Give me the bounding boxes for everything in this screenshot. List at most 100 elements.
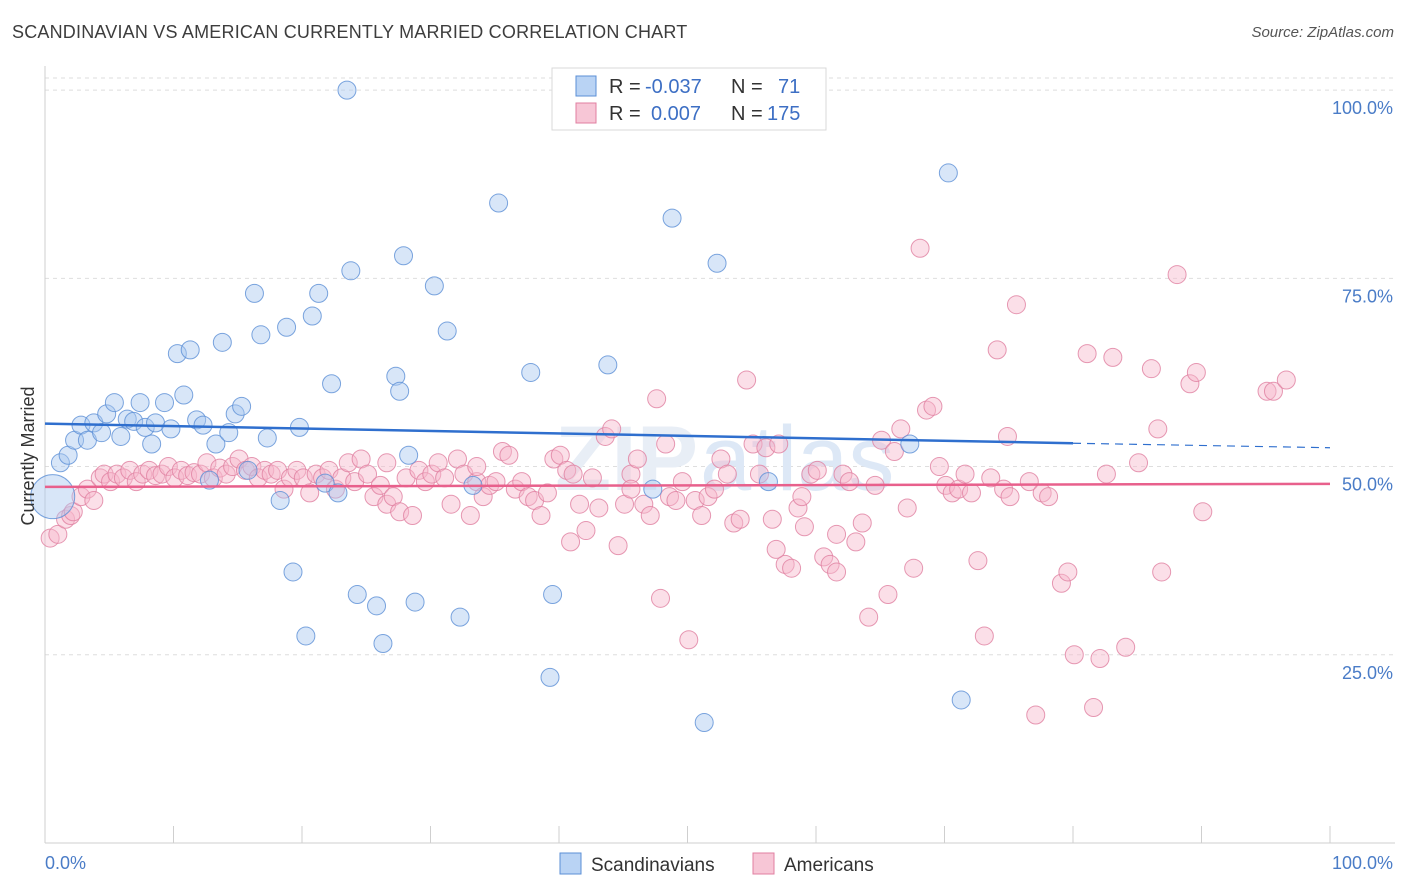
- scandinavians-point-54: [424, 276, 444, 296]
- americans-point-147: [981, 468, 1001, 488]
- scandinavians-point-6: [84, 413, 104, 433]
- americans-point-28: [216, 464, 236, 484]
- scandinavians-point-42: [322, 374, 342, 394]
- legend-swatch-americans: [752, 852, 775, 875]
- americans-point-162: [1096, 464, 1116, 484]
- scandinavians-point-20: [174, 385, 194, 405]
- trend-americans: [44, 482, 1331, 489]
- americans-point-96: [651, 588, 671, 608]
- stats-swatch-scandinavians: [575, 75, 597, 97]
- scandinavians-point-34: [270, 490, 290, 510]
- americans-point-18: [152, 464, 172, 484]
- americans-point-92: [627, 449, 647, 469]
- americans-point-125: [833, 464, 853, 484]
- scandinavians-point-51: [394, 246, 414, 266]
- scandinavians-point-7: [92, 423, 112, 443]
- scandinavians-point-53: [405, 592, 425, 612]
- americans-point-170: [1180, 374, 1200, 394]
- americans-point-136: [904, 558, 924, 578]
- stats-n-label-scandinavians: N =: [731, 76, 763, 98]
- americans-point-103: [692, 505, 712, 525]
- americans-point-97: [656, 434, 676, 454]
- americans-point-155: [1039, 487, 1059, 507]
- scandinavians-point-23: [193, 415, 213, 435]
- scandinavians-point-17: [155, 393, 175, 413]
- americans-point-113: [756, 438, 776, 458]
- americans-point-164: [1116, 637, 1136, 657]
- americans-point-37: [274, 479, 294, 499]
- scandinavians-point-68: [938, 163, 958, 183]
- americans-point-87: [595, 426, 615, 446]
- americans-point-148: [987, 340, 1007, 360]
- americans-point-175: [1276, 370, 1296, 390]
- americans-point-124: [827, 562, 847, 582]
- scandinavians-point-19: [167, 344, 187, 364]
- americans-point-128: [852, 513, 872, 533]
- americans-point-176: [929, 457, 949, 477]
- scandinavians-point-38: [296, 626, 316, 646]
- stats-r-americans: 0.007: [651, 103, 701, 125]
- americans-point-168: [1152, 562, 1172, 582]
- americans-point-121: [807, 460, 827, 480]
- americans-point-120: [801, 464, 821, 484]
- scandinavians-point-58: [489, 193, 509, 213]
- americans-point-110: [737, 370, 757, 390]
- scandinavians-point-49: [386, 366, 406, 386]
- scandinavians-point-14: [135, 417, 155, 437]
- scandinavians-point-13: [130, 393, 150, 413]
- scandinavians-point-50: [390, 381, 410, 401]
- americans-point-7: [84, 490, 104, 510]
- americans-point-63: [441, 494, 461, 514]
- x-tick-label-1: 100.0%: [1332, 853, 1393, 873]
- scandinavians-point-40: [309, 283, 329, 303]
- americans-point-116: [775, 554, 795, 574]
- americans-point-109: [730, 509, 750, 529]
- americans-point-108: [724, 513, 744, 533]
- americans-point-182: [377, 453, 397, 473]
- scandinavians-point-64: [662, 208, 682, 228]
- americans-point-115: [769, 434, 789, 454]
- americans-point-100: [672, 472, 692, 492]
- scandinavians-point-9: [104, 393, 124, 413]
- americans-point-151: [1006, 295, 1026, 315]
- americans-point-153: [1026, 705, 1046, 725]
- americans-point-104: [698, 487, 718, 507]
- americans-point-144: [961, 483, 981, 503]
- stats-legend-box: [551, 67, 827, 131]
- scandinavians-point-10: [111, 426, 131, 446]
- americans-point-60: [422, 464, 442, 484]
- americans-point-84: [576, 521, 596, 541]
- scandinavians-point-48: [373, 633, 393, 653]
- americans-point-35: [261, 464, 281, 484]
- x-tick-labels: 0.0% 100.0%: [45, 853, 1393, 873]
- americans-point-129: [859, 607, 879, 627]
- americans-point-50: [358, 464, 378, 484]
- stats-r-label-americans: R =: [609, 103, 641, 125]
- scandinavians-point-70: [758, 472, 778, 492]
- americans-point-123: [820, 554, 840, 574]
- americans-point-169: [1167, 265, 1187, 285]
- scandinavians-point-66: [707, 253, 727, 273]
- y-tick-label-2: 75.0%: [1342, 286, 1393, 306]
- americans-point-171: [1186, 362, 1206, 382]
- americans-point-99: [666, 490, 686, 510]
- scandinavians-point-61: [543, 585, 563, 605]
- americans-point-11: [107, 464, 127, 484]
- scandinavians-point-52: [399, 445, 419, 465]
- americans-point-178: [621, 479, 641, 499]
- americans-point-114: [762, 509, 782, 529]
- scandinavians-point-43: [328, 483, 348, 503]
- y-tick-label-1: 50.0%: [1342, 475, 1393, 495]
- y-axis-label: Currently Married: [18, 386, 38, 525]
- americans-point-66: [460, 505, 480, 525]
- series-legend: Scandinavians Americans: [559, 852, 874, 876]
- americans-point-1: [48, 524, 68, 544]
- americans-point-75: [518, 487, 538, 507]
- americans-point-118: [788, 498, 808, 518]
- americans-point-119: [794, 517, 814, 537]
- scandinavians-point-65: [694, 713, 714, 733]
- americans-point-174: [1263, 381, 1283, 401]
- stats-n-americans: 175: [767, 103, 800, 125]
- scandinavians-point-15: [142, 434, 162, 454]
